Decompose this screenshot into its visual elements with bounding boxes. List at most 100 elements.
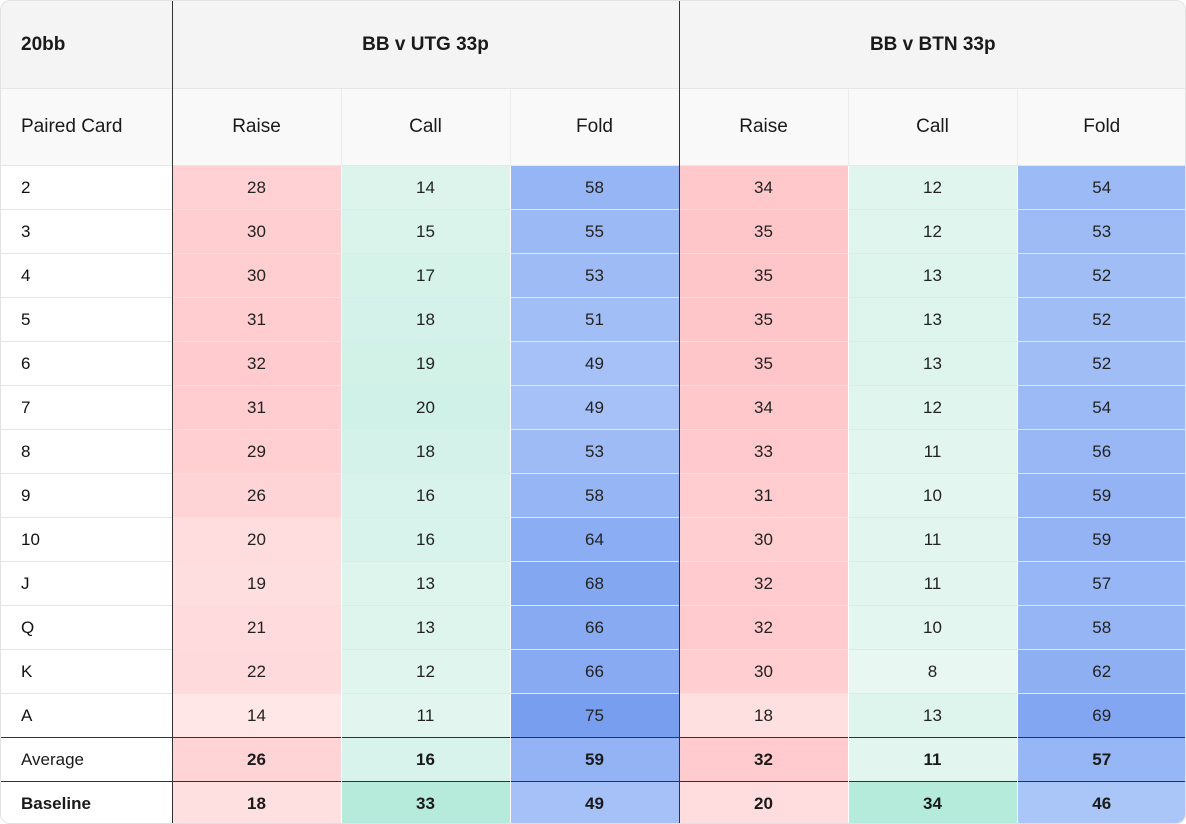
call-value-cell: 17 (340, 253, 510, 298)
raise-value-cell: 30 (171, 209, 341, 254)
raise-value-cell: 34 (678, 385, 849, 430)
call-value-cell: 10 (847, 473, 1018, 518)
row-label: 8 (1, 429, 172, 474)
call-value-cell: 16 (340, 517, 510, 562)
call-value-cell: 34 (847, 781, 1018, 823)
table-row: 3 30 15 55 35 12 53 (1, 209, 1185, 254)
fold-value-cell: 58 (1016, 605, 1185, 650)
raise-value-cell: 35 (678, 253, 849, 298)
call-value-cell: 12 (847, 385, 1018, 430)
raise-value-cell: 34 (678, 165, 849, 210)
fold-value-cell: 69 (1016, 693, 1185, 738)
fold-value-cell: 51 (509, 297, 680, 342)
column-header-fold: Fold (509, 88, 680, 166)
raise-value-cell: 33 (678, 429, 849, 474)
fold-value-cell: 53 (1016, 209, 1185, 254)
raise-value-cell: 20 (171, 517, 341, 562)
row-label: 6 (1, 341, 172, 386)
fold-value-cell: 62 (1016, 649, 1185, 694)
raise-value-cell: 35 (678, 209, 849, 254)
raise-value-cell: 20 (678, 781, 849, 823)
fold-value-cell: 68 (509, 561, 680, 606)
call-value-cell: 11 (847, 429, 1018, 474)
table-row: 4 30 17 53 35 13 52 (1, 253, 1185, 298)
fold-value-cell: 52 (1016, 297, 1185, 342)
call-value-cell: 11 (340, 693, 510, 738)
row-label: 10 (1, 517, 172, 562)
raise-value-cell: 32 (171, 341, 341, 386)
group-header-bb-v-utg: BB v UTG 33p (171, 1, 680, 89)
raise-value-cell: 31 (171, 385, 341, 430)
call-value-cell: 20 (340, 385, 510, 430)
call-value-cell: 19 (340, 341, 510, 386)
row-label: 3 (1, 209, 172, 254)
row-label: Average (1, 737, 172, 782)
column-header-call: Call (340, 88, 510, 166)
row-label: 2 (1, 165, 172, 210)
fold-value-cell: 59 (1016, 473, 1185, 518)
call-value-cell: 12 (847, 165, 1018, 210)
table-row: 8 29 18 53 33 11 56 (1, 429, 1185, 474)
raise-value-cell: 26 (171, 737, 341, 782)
raise-value-cell: 35 (678, 297, 849, 342)
fold-value-cell: 59 (1016, 517, 1185, 562)
average-row: Average 26 16 59 32 11 57 (1, 737, 1185, 782)
raise-value-cell: 30 (171, 253, 341, 298)
row-label: 7 (1, 385, 172, 430)
fold-value-cell: 49 (509, 385, 680, 430)
fold-value-cell: 52 (1016, 341, 1185, 386)
fold-value-cell: 66 (509, 649, 680, 694)
call-value-cell: 13 (340, 561, 510, 606)
call-value-cell: 16 (340, 473, 510, 518)
raise-value-cell: 22 (171, 649, 341, 694)
call-value-cell: 16 (340, 737, 510, 782)
raise-value-cell: 31 (678, 473, 849, 518)
raise-value-cell: 31 (171, 297, 341, 342)
row-label: Q (1, 605, 172, 650)
column-header-row: Paired Card Raise Call Fold Raise Call F… (1, 88, 1185, 166)
fold-value-cell: 57 (1016, 737, 1185, 782)
raise-value-cell: 21 (171, 605, 341, 650)
raise-value-cell: 35 (678, 341, 849, 386)
call-value-cell: 10 (847, 605, 1018, 650)
fold-value-cell: 57 (1016, 561, 1185, 606)
fold-value-cell: 49 (509, 781, 680, 823)
call-value-cell: 15 (340, 209, 510, 254)
stack-depth-label: 20bb (1, 1, 172, 89)
call-value-cell: 13 (847, 693, 1018, 738)
call-value-cell: 13 (847, 297, 1018, 342)
fold-value-cell: 75 (509, 693, 680, 738)
table-row: Q 21 13 66 32 10 58 (1, 605, 1185, 650)
call-value-cell: 33 (340, 781, 510, 823)
table-row: J 19 13 68 32 11 57 (1, 561, 1185, 606)
table-row: K 22 12 66 30 8 62 (1, 649, 1185, 694)
raise-value-cell: 32 (678, 737, 849, 782)
raise-value-cell: 28 (171, 165, 341, 210)
raise-value-cell: 18 (678, 693, 849, 738)
table-row: 2 28 14 58 34 12 54 (1, 165, 1185, 210)
call-value-cell: 12 (847, 209, 1018, 254)
fold-value-cell: 59 (509, 737, 680, 782)
row-label: A (1, 693, 172, 738)
fold-value-cell: 46 (1016, 781, 1185, 823)
row-label: 9 (1, 473, 172, 518)
call-value-cell: 18 (340, 429, 510, 474)
raise-value-cell: 32 (678, 605, 849, 650)
raise-value-cell: 30 (678, 649, 849, 694)
fold-value-cell: 58 (509, 165, 680, 210)
fold-value-cell: 56 (1016, 429, 1185, 474)
table-row: 9 26 16 58 31 10 59 (1, 473, 1185, 518)
fold-value-cell: 53 (509, 253, 680, 298)
raise-value-cell: 30 (678, 517, 849, 562)
raise-value-cell: 18 (171, 781, 341, 823)
row-label: 4 (1, 253, 172, 298)
column-header-fold: Fold (1016, 88, 1185, 166)
table-row: 10 20 16 64 30 11 59 (1, 517, 1185, 562)
fold-value-cell: 52 (1016, 253, 1185, 298)
table-row: 7 31 20 49 34 12 54 (1, 385, 1185, 430)
row-label: K (1, 649, 172, 694)
column-header-raise: Raise (678, 88, 849, 166)
row-label: J (1, 561, 172, 606)
fold-value-cell: 49 (509, 341, 680, 386)
